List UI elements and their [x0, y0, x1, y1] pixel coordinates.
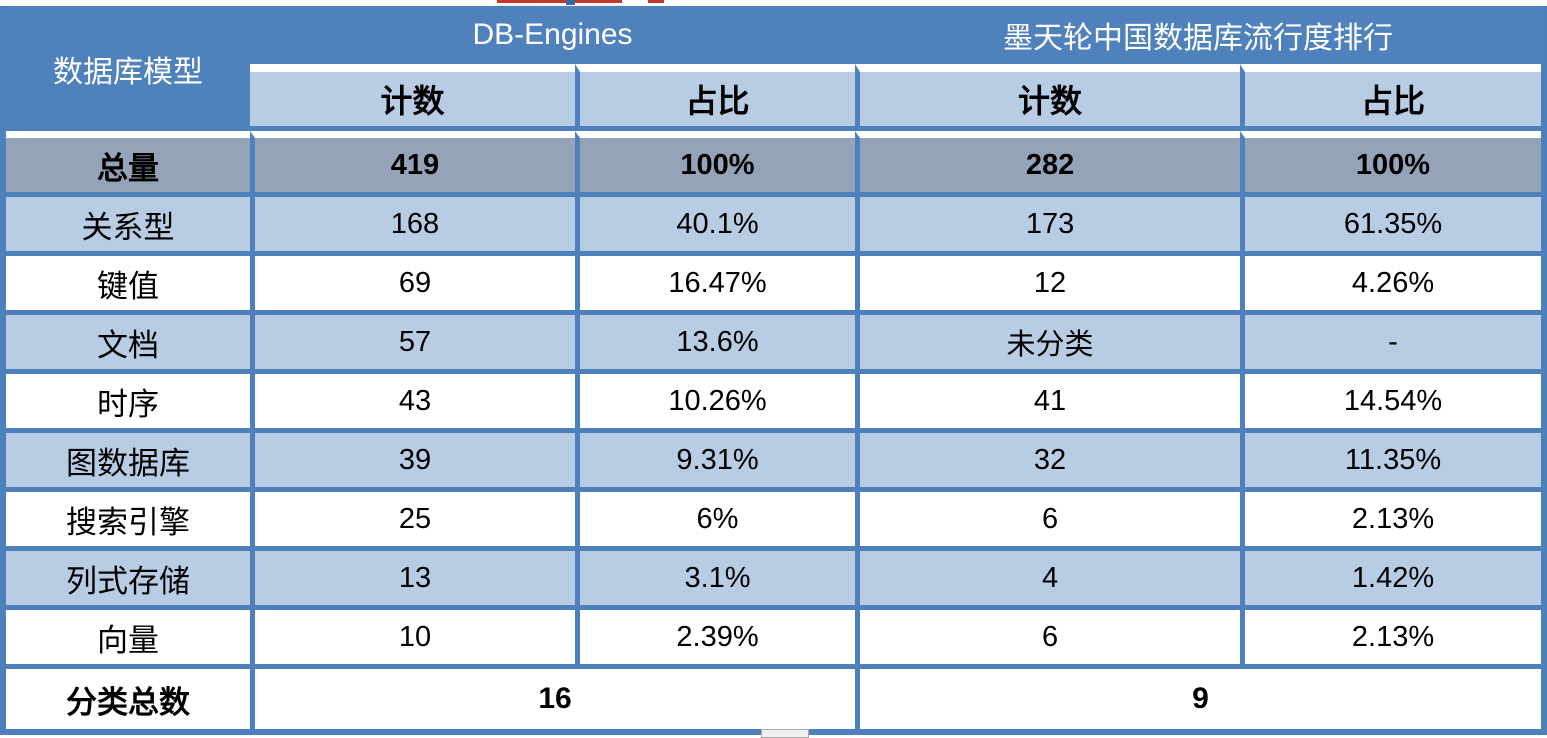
- cell-db-count: 43: [250, 374, 575, 433]
- table-row-search-engine: 搜索引擎 25 6% 6 2.13%: [6, 492, 1542, 551]
- database-model-comparison-table: 数据库模型 DB-Engines 墨天轮中国数据库流行度排行 计数 占比 计数 …: [0, 6, 1547, 735]
- subheader-modb-count: 计数: [855, 64, 1241, 131]
- db-engines-category-total: 16: [250, 669, 856, 729]
- cell-db-share: 3.1%: [575, 551, 856, 610]
- row-label: 键值: [6, 256, 250, 315]
- group-header-db-engines: DB-Engines: [250, 6, 856, 64]
- table-row-columnar: 列式存储 13 3.1% 4 1.42%: [6, 551, 1542, 610]
- table-row-relational: 关系型 168 40.1% 173 61.35%: [6, 197, 1542, 256]
- cell-modb-share: 2.13%: [1240, 610, 1542, 669]
- total-db-count: 419: [250, 131, 575, 197]
- modb-category-total: 9: [855, 669, 1542, 729]
- subheader-modb-share: 占比: [1240, 64, 1542, 131]
- cell-modb-share: 11.35%: [1240, 433, 1542, 492]
- cell-db-count: 57: [250, 315, 575, 374]
- cell-modb-count: 4: [855, 551, 1241, 610]
- total-modb-share: 100%: [1240, 131, 1542, 197]
- corner-header: 数据库模型: [6, 6, 250, 131]
- row-label: 分类总数: [6, 669, 250, 729]
- cell-modb-share: 1.42%: [1240, 551, 1542, 610]
- cell-db-count: 39: [250, 433, 575, 492]
- row-label: 向量: [6, 610, 250, 669]
- table-row-graph: 图数据库 39 9.31% 32 11.35%: [6, 433, 1542, 492]
- table-row-time-series: 时序 43 10.26% 41 14.54%: [6, 374, 1542, 433]
- cell-modb-share: 2.13%: [1240, 492, 1542, 551]
- cell-modb-count: 173: [855, 197, 1241, 256]
- row-label: 文档: [6, 315, 250, 374]
- cell-db-count: 10: [250, 610, 575, 669]
- cell-modb-count: 41: [855, 374, 1241, 433]
- row-label: 总量: [6, 131, 250, 197]
- row-label: 列式存储: [6, 551, 250, 610]
- cell-db-share: 6%: [575, 492, 856, 551]
- total-row: 总量 419 100% 282 100%: [6, 131, 1542, 197]
- cell-db-share: 9.31%: [575, 433, 856, 492]
- cell-modb-count: 6: [855, 610, 1241, 669]
- cell-modb-share: 14.54%: [1240, 374, 1542, 433]
- cell-db-count: 168: [250, 197, 575, 256]
- top-edge-red-line-artifact: [648, 0, 664, 3]
- cell-modb-count: 未分类: [855, 315, 1241, 374]
- cell-db-count: 13: [250, 551, 575, 610]
- group-header-modb: 墨天轮中国数据库流行度排行: [855, 6, 1542, 64]
- total-modb-count: 282: [855, 131, 1241, 197]
- cell-db-share: 10.26%: [575, 374, 856, 433]
- cell-modb-share: 61.35%: [1240, 197, 1542, 256]
- cell-db-share: 13.6%: [575, 315, 856, 374]
- subheader-db-share: 占比: [575, 64, 856, 131]
- table-row-key-value: 键值 69 16.47% 12 4.26%: [6, 256, 1542, 315]
- cell-modb-share: 4.26%: [1240, 256, 1542, 315]
- category-total-row: 分类总数 16 9: [6, 669, 1542, 729]
- row-label: 关系型: [6, 197, 250, 256]
- group-header-row: 数据库模型 DB-Engines 墨天轮中国数据库流行度排行: [6, 6, 1542, 131]
- row-label: 时序: [6, 374, 250, 433]
- cell-modb-count: 32: [855, 433, 1241, 492]
- cell-db-share: 2.39%: [575, 610, 856, 669]
- table-row-vector: 向量 10 2.39% 6 2.13%: [6, 610, 1542, 669]
- cell-db-count: 25: [250, 492, 575, 551]
- cell-db-share: 40.1%: [575, 197, 856, 256]
- cell-db-share: 16.47%: [575, 256, 856, 315]
- row-label: 图数据库: [6, 433, 250, 492]
- top-edge-red-line-artifact: [497, 0, 622, 3]
- cell-modb-count: 6: [855, 492, 1241, 551]
- bottom-scrollbar-artifact: [761, 729, 809, 738]
- row-label: 搜索引擎: [6, 492, 250, 551]
- top-edge-blue-artifact: [566, 0, 575, 5]
- subheader-db-count: 计数: [250, 64, 575, 131]
- cell-modb-count: 12: [855, 256, 1241, 315]
- table-row-document: 文档 57 13.6% 未分类 -: [6, 315, 1542, 374]
- cell-modb-share: -: [1240, 315, 1542, 374]
- sub-header-row: 计数 占比 计数 占比: [6, 64, 1542, 131]
- cell-db-count: 69: [250, 256, 575, 315]
- total-db-share: 100%: [575, 131, 856, 197]
